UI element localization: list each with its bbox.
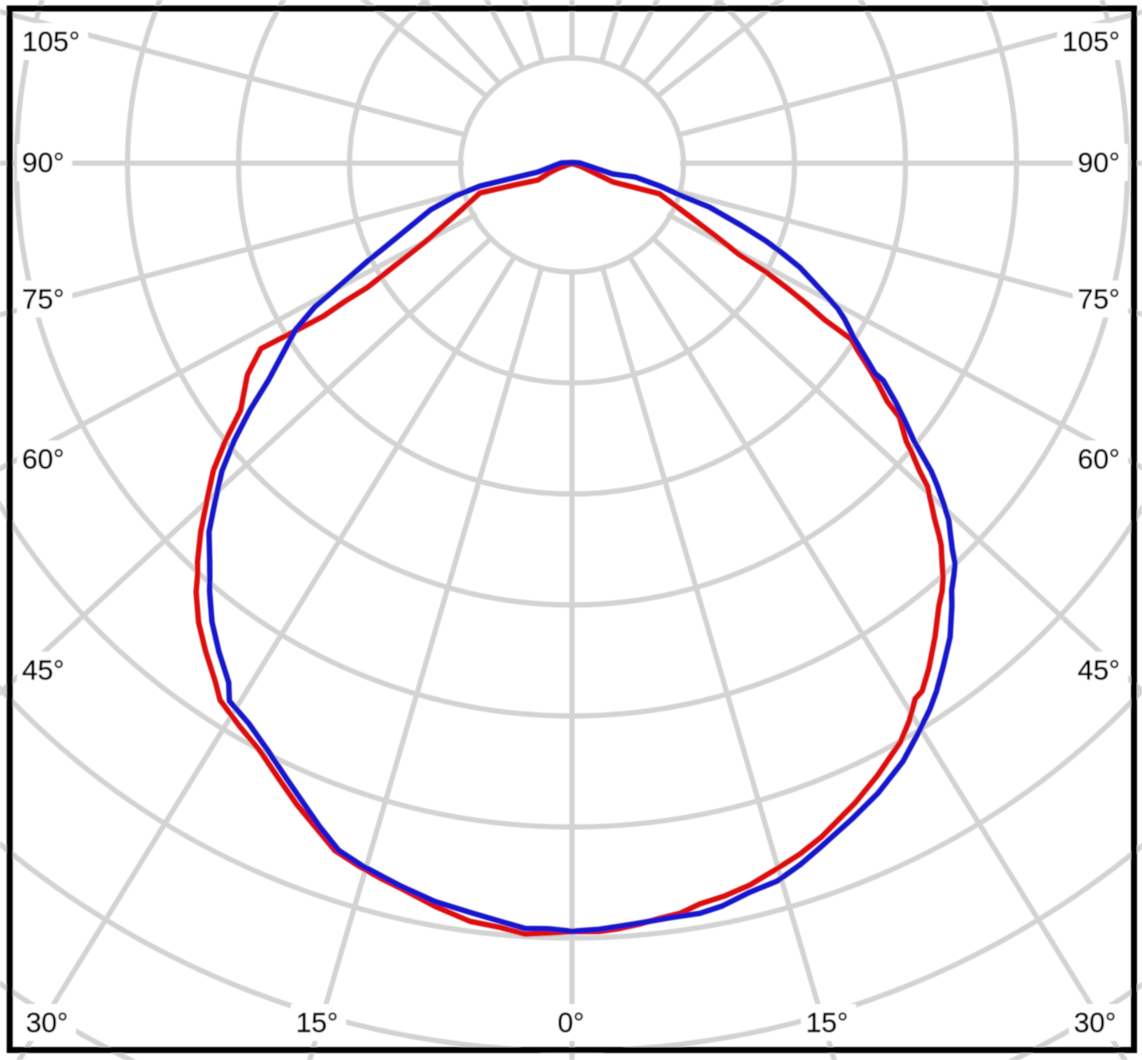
svg-text:30°: 30° — [26, 1007, 68, 1038]
svg-text:0°: 0° — [558, 1007, 585, 1038]
svg-text:45°: 45° — [22, 654, 64, 685]
svg-text:60°: 60° — [1078, 443, 1120, 474]
svg-text:30°: 30° — [1074, 1007, 1116, 1038]
svg-text:90°: 90° — [22, 147, 64, 178]
svg-text:90°: 90° — [1078, 147, 1120, 178]
svg-text:15°: 15° — [296, 1007, 338, 1038]
svg-text:75°: 75° — [1078, 283, 1120, 314]
svg-text:105°: 105° — [1062, 26, 1120, 57]
svg-text:45°: 45° — [1078, 654, 1120, 685]
svg-text:75°: 75° — [22, 283, 64, 314]
svg-text:105°: 105° — [22, 26, 80, 57]
svg-text:15°: 15° — [806, 1007, 848, 1038]
svg-text:60°: 60° — [22, 443, 64, 474]
